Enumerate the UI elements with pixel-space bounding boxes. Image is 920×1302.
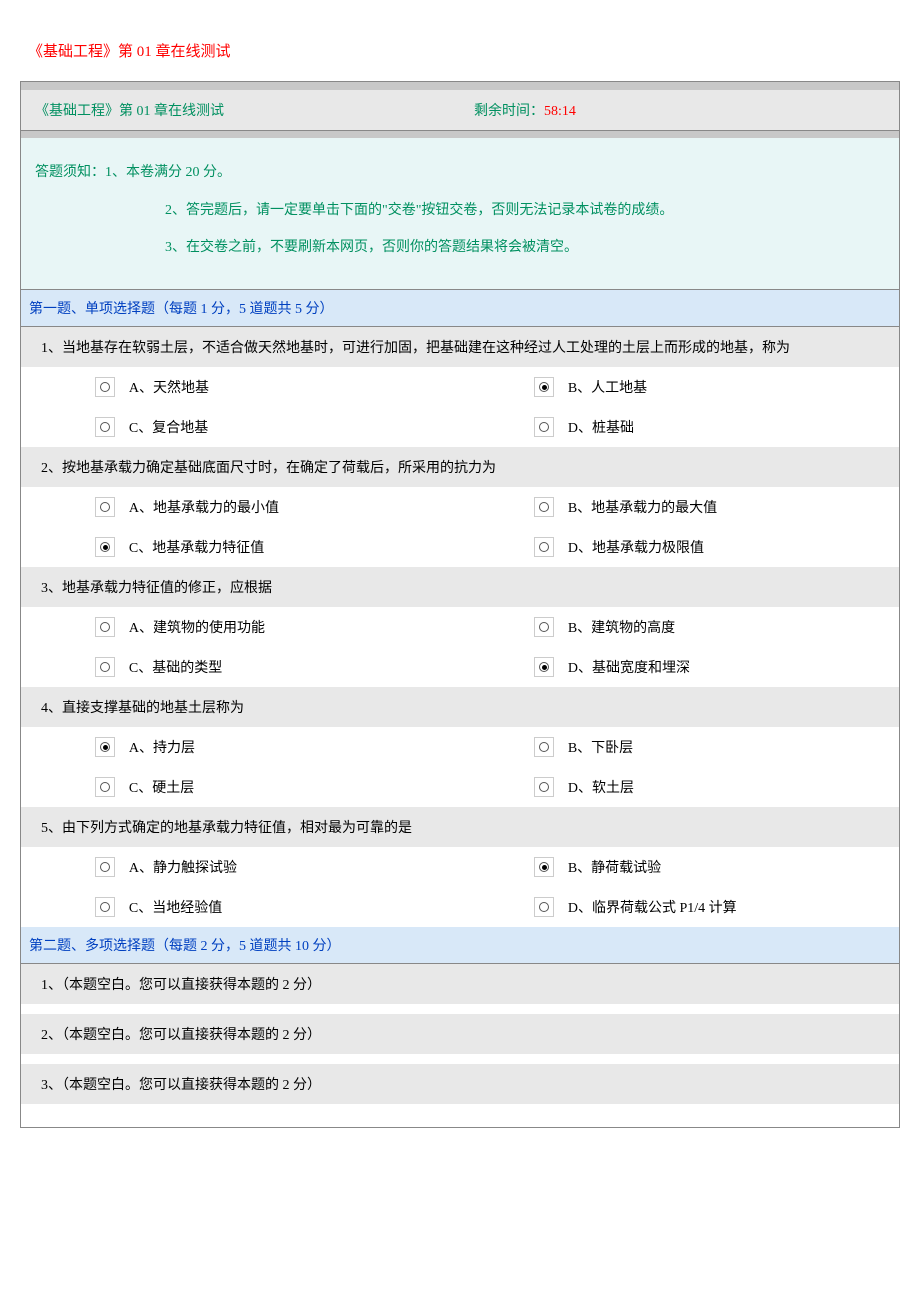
q1-radio-a[interactable] — [95, 377, 115, 397]
q4-opt-a: A、持力层 — [129, 727, 460, 767]
q2-radio-d[interactable] — [534, 537, 554, 557]
q2-text: 2、按地基承载力确定基础底面尺寸时，在确定了荷载后，所采用的抗力为 — [21, 447, 900, 487]
q1-radio-d[interactable] — [534, 417, 554, 437]
q3-options: A、建筑物的使用功能 B、建筑物的高度 C、基础的类型 D、基础宽度和埋深 — [21, 607, 900, 687]
q2-row: 2、按地基承载力确定基础底面尺寸时，在确定了荷载后，所采用的抗力为 — [21, 447, 900, 487]
q2-opt-d: D、地基承载力极限值 — [568, 527, 899, 567]
q1-options: A、天然地基 B、人工地基 C、复合地基 D、桩基础 — [21, 367, 900, 447]
header-timer: 剩余时间：58:14 — [460, 90, 900, 131]
q5-row: 5、由下列方式确定的地基承载力特征值，相对最为可靠的是 — [21, 807, 900, 847]
q1-opt-c: C、复合地基 — [129, 407, 460, 447]
q3-text: 3、地基承载力特征值的修正，应根据 — [21, 567, 900, 607]
section2-header: 第二题、多项选择题（每题 2 分，5 道题共 10 分） — [21, 927, 900, 964]
q4-radio-d[interactable] — [534, 777, 554, 797]
s2-blank-3 — [21, 1104, 900, 1128]
header-row: 《基础工程》第 01 章在线测试 剩余时间：58:14 — [21, 90, 900, 131]
q2-opt-b: B、地基承载力的最大值 — [568, 487, 899, 527]
q5-opt-a: A、静力触探试验 — [129, 847, 460, 887]
q5-options: A、静力触探试验 B、静荷载试验 C、当地经验值 D、临界荷载公式 P1/4 计… — [21, 847, 900, 927]
q4-opt-b: B、下卧层 — [568, 727, 899, 767]
timer-value: 58:14 — [544, 104, 576, 119]
q2-options: A、地基承载力的最小值 B、地基承载力的最大值 C、地基承载力特征值 D、地基承… — [21, 487, 900, 567]
q3-opt-c: C、基础的类型 — [129, 647, 460, 687]
q4-opt-c: C、硬土层 — [129, 767, 460, 807]
s2-q3-row: 3、（本题空白。您可以直接获得本题的 2 分） — [21, 1064, 900, 1104]
section1-title: 第一题、单项选择题（每题 1 分，5 道题共 5 分） — [21, 289, 900, 326]
q5-opt-c: C、当地经验值 — [129, 887, 460, 927]
s2-blank-2 — [21, 1054, 900, 1064]
q5-radio-d[interactable] — [534, 897, 554, 917]
q3-opt-a: A、建筑物的使用功能 — [129, 607, 460, 647]
s2-q3-text: 3、（本题空白。您可以直接获得本题的 2 分） — [21, 1064, 900, 1104]
q1-radio-c[interactable] — [95, 417, 115, 437]
q1-row: 1、当地基存在软弱土层，不适合做天然地基时，可进行加固，把基础建在这种经过人工处… — [21, 326, 900, 367]
header-title: 《基础工程》第 01 章在线测试 — [21, 90, 461, 131]
q5-radio-a[interactable] — [95, 857, 115, 877]
q4-radio-a[interactable] — [95, 737, 115, 757]
q3-radio-c[interactable] — [95, 657, 115, 677]
q3-radio-a[interactable] — [95, 617, 115, 637]
q1-opt-b: B、人工地基 — [568, 367, 899, 407]
q4-radio-c[interactable] — [95, 777, 115, 797]
q4-radio-b[interactable] — [534, 737, 554, 757]
q4-options: A、持力层 B、下卧层 C、硬土层 D、软土层 — [21, 727, 900, 807]
q4-text: 4、直接支撑基础的地基土层称为 — [21, 687, 900, 727]
s2-q1-text: 1、（本题空白。您可以直接获得本题的 2 分） — [21, 963, 900, 1004]
page-title: 《基础工程》第 01 章在线测试 — [20, 40, 900, 61]
q5-radio-c[interactable] — [95, 897, 115, 917]
q3-row: 3、地基承载力特征值的修正，应根据 — [21, 567, 900, 607]
s2-q1-row: 1、（本题空白。您可以直接获得本题的 2 分） — [21, 963, 900, 1004]
s2-q2-row: 2、（本题空白。您可以直接获得本题的 2 分） — [21, 1014, 900, 1054]
q2-radio-a[interactable] — [95, 497, 115, 517]
q1-opt-a: A、天然地基 — [129, 367, 460, 407]
notice-line-1: 答题须知：1、本卷满分 20 分。 — [35, 156, 885, 190]
notice-row: 答题须知：1、本卷满分 20 分。 2、答完题后，请一定要单击下面的"交卷"按钮… — [21, 138, 900, 289]
q2-opt-a: A、地基承载力的最小值 — [129, 487, 460, 527]
q4-row: 4、直接支撑基础的地基土层称为 — [21, 687, 900, 727]
q3-radio-d[interactable] — [534, 657, 554, 677]
timer-label: 剩余时间： — [474, 104, 544, 119]
q2-opt-c: C、地基承载力特征值 — [129, 527, 460, 567]
q1-opt-d: D、桩基础 — [568, 407, 899, 447]
q4-opt-d: D、软土层 — [568, 767, 899, 807]
s2-q2-text: 2、（本题空白。您可以直接获得本题的 2 分） — [21, 1014, 900, 1054]
q1-text: 1、当地基存在软弱土层，不适合做天然地基时，可进行加固，把基础建在这种经过人工处… — [21, 326, 900, 367]
q3-radio-b[interactable] — [534, 617, 554, 637]
notice-line-3: 3、在交卷之前，不要刷新本网页，否则你的答题结果将会被清空。 — [35, 231, 885, 265]
q2-radio-c[interactable] — [95, 537, 115, 557]
q5-text: 5、由下列方式确定的地基承载力特征值，相对最为可靠的是 — [21, 807, 900, 847]
q2-radio-b[interactable] — [534, 497, 554, 517]
quiz-table: 《基础工程》第 01 章在线测试 剩余时间：58:14 答题须知：1、本卷满分 … — [20, 81, 900, 1128]
s2-blank-1 — [21, 1004, 900, 1014]
q5-opt-d: D、临界荷载公式 P1/4 计算 — [568, 887, 899, 927]
top-gray-bar — [21, 82, 900, 90]
section2-title: 第二题、多项选择题（每题 2 分，5 道题共 10 分） — [21, 927, 900, 964]
q5-opt-b: B、静荷载试验 — [568, 847, 899, 887]
q5-radio-b[interactable] — [534, 857, 554, 877]
q3-opt-d: D、基础宽度和埋深 — [568, 647, 899, 687]
q3-opt-b: B、建筑物的高度 — [568, 607, 899, 647]
gray-bar-2 — [21, 130, 900, 138]
notice-line-2: 2、答完题后，请一定要单击下面的"交卷"按钮交卷，否则无法记录本试卷的成绩。 — [35, 194, 885, 228]
q1-radio-b[interactable] — [534, 377, 554, 397]
section1-header: 第一题、单项选择题（每题 1 分，5 道题共 5 分） — [21, 289, 900, 326]
